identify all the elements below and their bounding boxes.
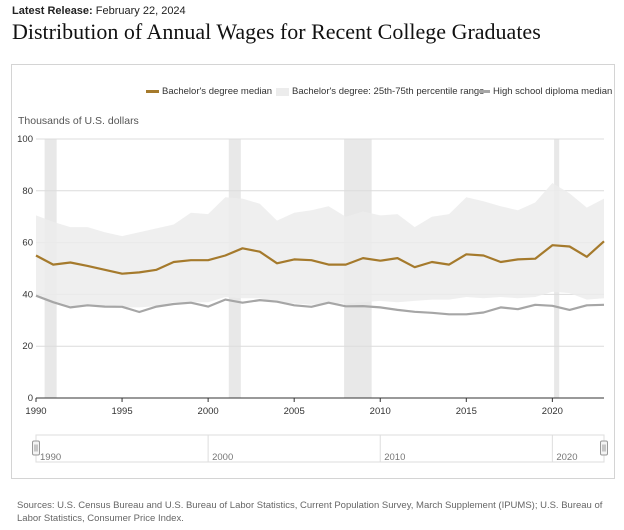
navigator-label-1: 2000 — [212, 452, 233, 463]
navigator-label-3: 2020 — [556, 452, 577, 463]
source-note: Sources: U.S. Census Bureau and U.S. Bur… — [17, 500, 603, 524]
legend-label-hs-median[interactable]: High school diploma median — [493, 86, 613, 97]
navigator-handle-left[interactable] — [32, 440, 40, 456]
legend-label-percentile-range[interactable]: Bachelor's degree: 25th-75th percentile … — [292, 86, 485, 97]
y-axis-unit-label: Thousands of U.S. dollars — [18, 115, 139, 127]
legend-label-bachelor-median[interactable]: Bachelor's degree median — [162, 86, 273, 97]
legend-swatch-hs-median — [477, 90, 490, 93]
percentile-range-band — [36, 183, 604, 308]
x-tick-label-2020: 2020 — [542, 406, 563, 417]
release-line: Latest Release: February 22, 2024 — [12, 5, 186, 17]
y-tick-label-80: 80 — [22, 186, 33, 197]
y-tick-label-60: 60 — [22, 238, 33, 249]
y-tick-label-0: 0 — [28, 393, 33, 404]
navigator-label-2: 2010 — [384, 452, 405, 463]
navigator-handle-right[interactable] — [600, 440, 608, 456]
legend-swatch-bachelor-median — [146, 90, 159, 93]
range-navigator — [35, 434, 605, 463]
x-tick-label-2005: 2005 — [284, 406, 305, 417]
navigator-label-0: 1990 — [40, 452, 61, 463]
release-date: February 22, 2024 — [95, 5, 186, 17]
hs-median-line — [35, 294, 605, 316]
x-tick-label-2000: 2000 — [198, 406, 219, 417]
legend-swatch-percentile-range — [276, 88, 289, 96]
x-tick-label-2015: 2015 — [456, 406, 477, 417]
release-label: Latest Release: — [12, 5, 93, 17]
y-tick-label-40: 40 — [22, 289, 33, 300]
page-title: Distribution of Annual Wages for Recent … — [12, 19, 541, 44]
x-tick-label-1995: 1995 — [111, 406, 132, 417]
x-tick-label-1990: 1990 — [25, 406, 46, 417]
bachelor-median-line — [35, 240, 605, 275]
y-tick-label-100: 100 — [17, 134, 33, 145]
x-tick-label-2010: 2010 — [370, 406, 391, 417]
y-tick-label-20: 20 — [22, 341, 33, 352]
